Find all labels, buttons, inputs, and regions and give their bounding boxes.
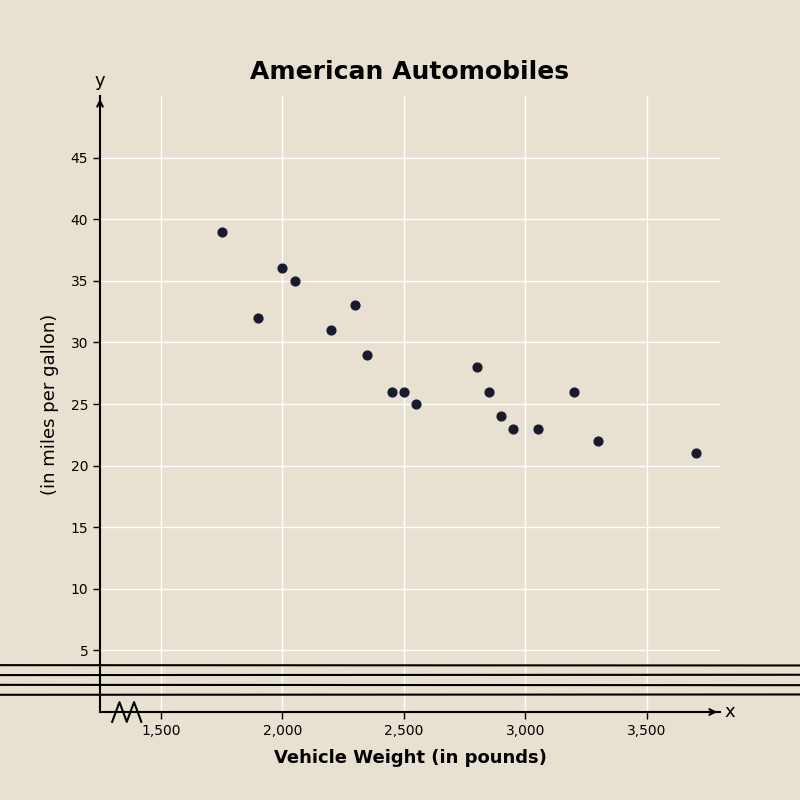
Point xyxy=(470,361,483,374)
Y-axis label: (in miles per gallon): (in miles per gallon) xyxy=(42,314,59,494)
Point xyxy=(349,299,362,312)
Point xyxy=(361,348,374,361)
Text: x: x xyxy=(725,703,735,721)
Point xyxy=(531,422,544,435)
Point xyxy=(482,386,495,398)
Point xyxy=(507,422,520,435)
Point xyxy=(252,311,265,324)
Point xyxy=(410,398,422,410)
Point xyxy=(215,225,228,238)
Point xyxy=(690,447,702,460)
Text: y: y xyxy=(94,72,106,90)
X-axis label: Vehicle Weight (in pounds): Vehicle Weight (in pounds) xyxy=(274,749,546,767)
Point xyxy=(276,262,289,275)
Point xyxy=(494,410,507,422)
Title: American Automobiles: American Automobiles xyxy=(250,60,570,84)
Point xyxy=(592,434,605,447)
Point xyxy=(568,386,581,398)
Point xyxy=(288,274,301,287)
Point xyxy=(398,386,410,398)
Point xyxy=(325,324,338,337)
Point xyxy=(386,386,398,398)
